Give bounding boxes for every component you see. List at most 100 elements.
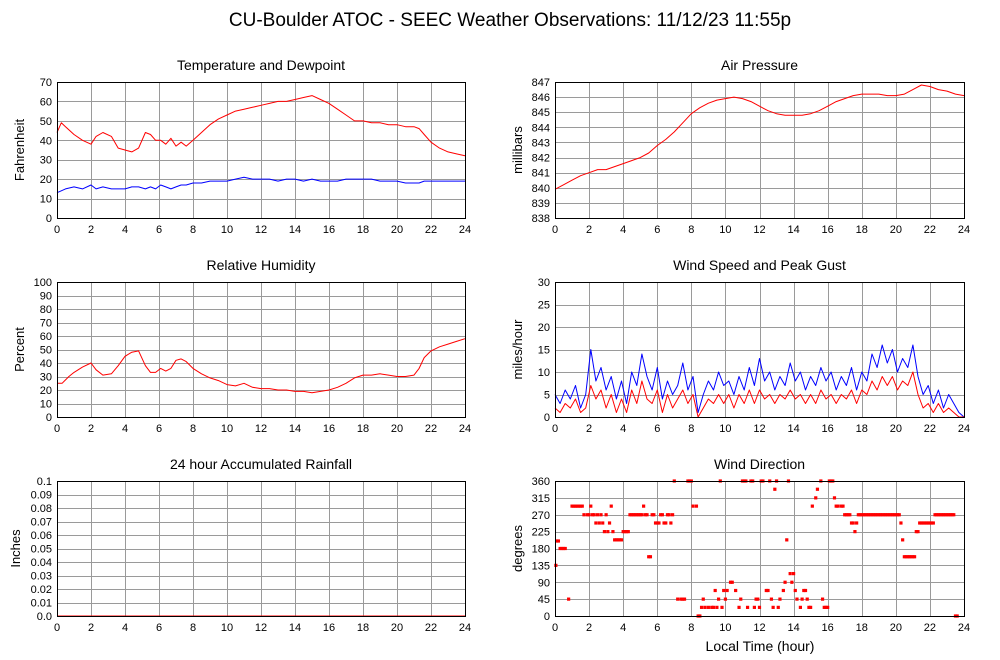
data-point bbox=[665, 513, 670, 517]
x-tick-label: 20 bbox=[890, 224, 902, 236]
data-point bbox=[945, 513, 949, 517]
chart-title: Air Pressure bbox=[721, 57, 798, 73]
data-point bbox=[587, 513, 591, 517]
y-axis-label: Fahrenheit bbox=[12, 119, 27, 182]
data-point bbox=[820, 597, 825, 601]
data-point bbox=[933, 513, 937, 517]
y-tick-label: 0.07 bbox=[31, 517, 52, 529]
y-tick-label: 25 bbox=[538, 300, 550, 312]
data-point bbox=[604, 513, 608, 517]
y-tick-label: 20 bbox=[40, 174, 52, 186]
data-point bbox=[887, 513, 891, 517]
y-tick-label: 70 bbox=[40, 318, 52, 330]
y-tick-label: 45 bbox=[538, 594, 550, 606]
y-tick-label: 845 bbox=[532, 107, 550, 119]
data-point bbox=[594, 521, 598, 525]
x-tick-label: 10 bbox=[221, 622, 233, 634]
data-point bbox=[580, 504, 584, 508]
data-point bbox=[739, 597, 743, 601]
y-axis-label: degrees bbox=[510, 525, 525, 572]
data-point bbox=[834, 504, 838, 508]
plot-frame bbox=[57, 282, 466, 418]
data-point bbox=[861, 513, 866, 517]
data-point bbox=[866, 513, 871, 517]
x-tick-label: 2 bbox=[88, 423, 94, 435]
data-point bbox=[691, 504, 695, 508]
data-point bbox=[936, 513, 941, 517]
series-line-blue bbox=[56, 176, 465, 194]
page-title: CU-Boulder ATOC - SEEC Weather Observati… bbox=[229, 10, 791, 31]
y-tick-label: 40 bbox=[40, 135, 52, 147]
x-axis-title: Local Time (hour) bbox=[706, 638, 815, 654]
x-tick-label: 20 bbox=[391, 622, 403, 634]
x-tick-label: 6 bbox=[156, 224, 162, 236]
data-point bbox=[771, 605, 775, 609]
data-point bbox=[647, 555, 651, 559]
data-point bbox=[783, 580, 787, 584]
x-tick-label: 0 bbox=[54, 622, 60, 634]
data-point bbox=[940, 513, 944, 517]
data-point bbox=[676, 597, 680, 601]
y-tick-label: 40 bbox=[40, 358, 52, 370]
x-tick-label: 2 bbox=[586, 423, 592, 435]
x-tick-label: 24 bbox=[958, 224, 970, 236]
x-tick-label: 6 bbox=[654, 224, 660, 236]
data-point bbox=[916, 530, 920, 534]
data-point bbox=[785, 538, 789, 542]
x-tick-label: 8 bbox=[688, 423, 694, 435]
data-point bbox=[606, 530, 610, 534]
data-point bbox=[713, 588, 717, 593]
plot-frame bbox=[555, 82, 965, 219]
y-tick-label: 847 bbox=[532, 77, 550, 89]
x-tick-label: 18 bbox=[856, 224, 868, 236]
y-tick-label: 270 bbox=[532, 510, 550, 522]
x-tick-label: 20 bbox=[391, 423, 403, 435]
data-point bbox=[621, 530, 625, 534]
data-point bbox=[918, 521, 922, 525]
data-point bbox=[911, 555, 915, 559]
data-point bbox=[737, 605, 741, 609]
data-point bbox=[611, 530, 615, 534]
data-point bbox=[561, 546, 566, 551]
chart-title: Temperature and Dewpoint bbox=[177, 57, 345, 73]
x-tick-label: 8 bbox=[190, 224, 196, 236]
series-red bbox=[554, 479, 959, 618]
x-tick-label: 14 bbox=[289, 622, 301, 634]
y-tick-label: 0.09 bbox=[31, 490, 52, 502]
x-tick-label: 20 bbox=[391, 224, 403, 236]
x-tick-label: 24 bbox=[459, 224, 471, 236]
y-tick-label: 838 bbox=[532, 213, 550, 225]
data-point bbox=[567, 597, 571, 601]
data-point bbox=[573, 504, 578, 508]
y-tick-label: 20 bbox=[538, 322, 550, 334]
data-point bbox=[914, 530, 918, 534]
data-point bbox=[754, 597, 758, 601]
y-tick-label: 20 bbox=[40, 385, 52, 397]
data-point bbox=[757, 605, 762, 609]
data-point bbox=[931, 521, 935, 525]
data-point bbox=[855, 521, 859, 525]
data-point bbox=[589, 504, 593, 508]
y-tick-label: 80 bbox=[40, 304, 52, 316]
y-tick-label: 315 bbox=[532, 493, 550, 505]
data-point bbox=[950, 513, 954, 517]
y-tick-label: 0.1 bbox=[37, 476, 52, 488]
data-point bbox=[711, 605, 716, 609]
x-tick-label: 12 bbox=[255, 224, 267, 236]
y-tick-label: 0.01 bbox=[31, 598, 52, 610]
data-point bbox=[912, 555, 917, 559]
data-point bbox=[778, 597, 782, 601]
data-point bbox=[769, 597, 774, 601]
data-point bbox=[832, 496, 837, 500]
data-point bbox=[807, 605, 811, 609]
series-line-red bbox=[554, 84, 965, 190]
data-point bbox=[798, 605, 802, 609]
data-point bbox=[848, 513, 852, 517]
y-tick-label: 0.08 bbox=[31, 503, 52, 515]
data-point bbox=[599, 513, 603, 517]
chart-title: Wind Direction bbox=[714, 456, 805, 472]
y-tick-label: 10 bbox=[40, 399, 52, 411]
chart-title: 24 hour Accumulated Rainfall bbox=[170, 456, 352, 472]
x-tick-label: 8 bbox=[190, 423, 196, 435]
data-point bbox=[618, 538, 622, 542]
